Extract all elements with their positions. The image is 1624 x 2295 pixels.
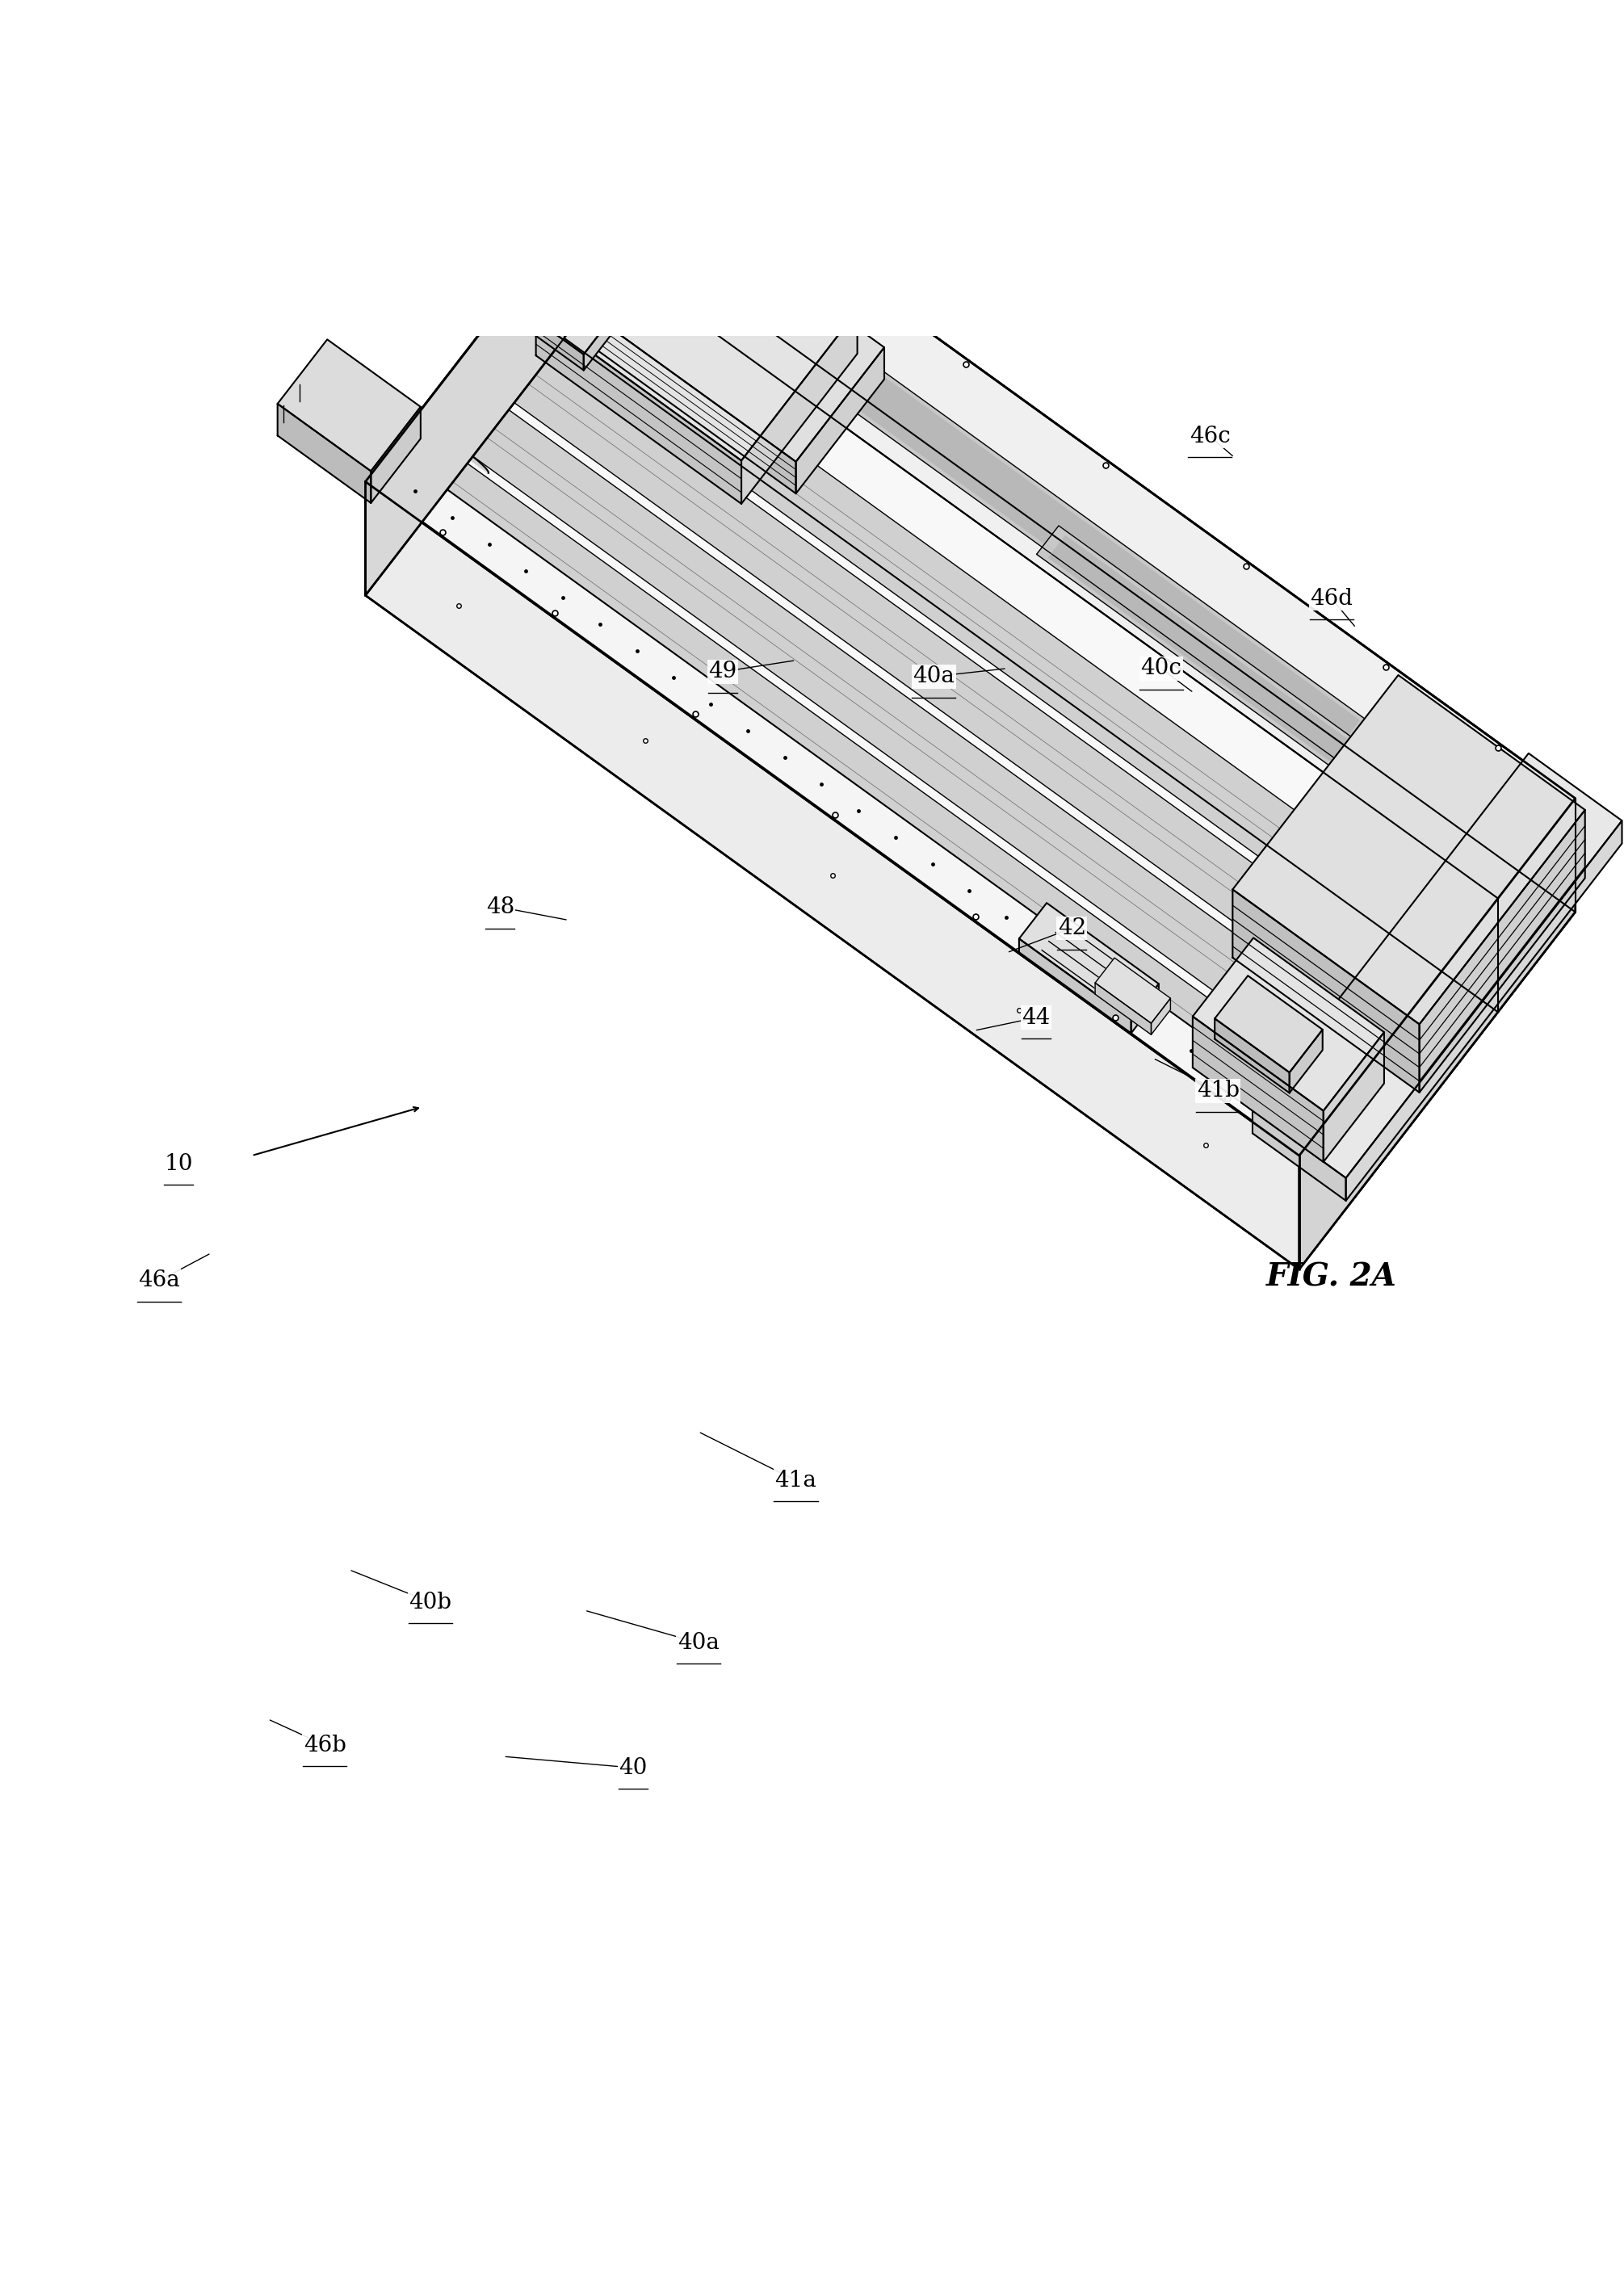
Polygon shape bbox=[741, 310, 857, 505]
Polygon shape bbox=[583, 308, 620, 369]
Polygon shape bbox=[1324, 1033, 1384, 1161]
Text: 46a: 46a bbox=[138, 1269, 180, 1292]
Polygon shape bbox=[775, 317, 1359, 753]
Polygon shape bbox=[1299, 799, 1575, 1269]
Polygon shape bbox=[365, 124, 1575, 1157]
Polygon shape bbox=[505, 349, 1335, 968]
Polygon shape bbox=[1049, 537, 1402, 801]
Polygon shape bbox=[1020, 902, 1158, 1019]
Polygon shape bbox=[1346, 822, 1622, 1200]
Text: 40b: 40b bbox=[409, 1590, 451, 1613]
Polygon shape bbox=[1215, 1019, 1289, 1092]
Polygon shape bbox=[370, 406, 421, 503]
Polygon shape bbox=[1095, 957, 1171, 1024]
Polygon shape bbox=[536, 163, 857, 461]
Text: 46d: 46d bbox=[1311, 588, 1353, 610]
Polygon shape bbox=[432, 431, 489, 473]
Polygon shape bbox=[1252, 753, 1622, 1177]
Text: 41b: 41b bbox=[1197, 1079, 1239, 1102]
Text: 49: 49 bbox=[708, 661, 737, 682]
Text: FIG. 2A: FIG. 2A bbox=[1267, 1262, 1397, 1292]
Polygon shape bbox=[365, 124, 641, 594]
Text: 40c: 40c bbox=[1140, 659, 1182, 679]
Text: 42: 42 bbox=[1057, 918, 1086, 939]
Text: 40a: 40a bbox=[913, 666, 955, 688]
Polygon shape bbox=[278, 404, 370, 503]
Polygon shape bbox=[1192, 1017, 1324, 1161]
Polygon shape bbox=[1419, 810, 1585, 1092]
Polygon shape bbox=[365, 482, 1299, 1269]
Polygon shape bbox=[1020, 939, 1130, 1033]
Polygon shape bbox=[515, 326, 572, 365]
Polygon shape bbox=[536, 312, 741, 505]
Polygon shape bbox=[641, 124, 1575, 911]
Polygon shape bbox=[546, 296, 1376, 916]
Polygon shape bbox=[1233, 890, 1419, 1092]
Polygon shape bbox=[1215, 975, 1322, 1072]
Polygon shape bbox=[1036, 526, 1413, 810]
Polygon shape bbox=[518, 262, 620, 353]
Text: 44: 44 bbox=[1021, 1008, 1051, 1028]
Polygon shape bbox=[1267, 952, 1324, 991]
Text: 40a: 40a bbox=[677, 1632, 719, 1655]
Polygon shape bbox=[1233, 675, 1585, 1024]
Text: 40: 40 bbox=[619, 1758, 648, 1779]
Polygon shape bbox=[518, 308, 583, 369]
Polygon shape bbox=[1130, 985, 1158, 1033]
Polygon shape bbox=[1252, 1111, 1346, 1200]
Polygon shape bbox=[564, 124, 1575, 897]
Polygon shape bbox=[1299, 799, 1575, 1269]
Polygon shape bbox=[463, 404, 1293, 1021]
Polygon shape bbox=[365, 239, 1575, 1269]
Text: 46b: 46b bbox=[304, 1735, 346, 1756]
Polygon shape bbox=[591, 200, 883, 461]
Polygon shape bbox=[278, 340, 421, 470]
Polygon shape bbox=[1151, 998, 1171, 1035]
Polygon shape bbox=[591, 314, 796, 493]
Polygon shape bbox=[365, 124, 641, 594]
Polygon shape bbox=[796, 347, 883, 493]
Text: 41a: 41a bbox=[775, 1469, 817, 1492]
Text: 10: 10 bbox=[164, 1152, 193, 1175]
Polygon shape bbox=[1289, 1030, 1322, 1092]
Polygon shape bbox=[1192, 939, 1384, 1111]
Text: 46c: 46c bbox=[1189, 425, 1231, 448]
Polygon shape bbox=[762, 305, 1371, 762]
Polygon shape bbox=[422, 457, 1252, 1076]
Polygon shape bbox=[365, 448, 1324, 1154]
Polygon shape bbox=[1095, 982, 1151, 1035]
Text: 48: 48 bbox=[486, 897, 515, 918]
